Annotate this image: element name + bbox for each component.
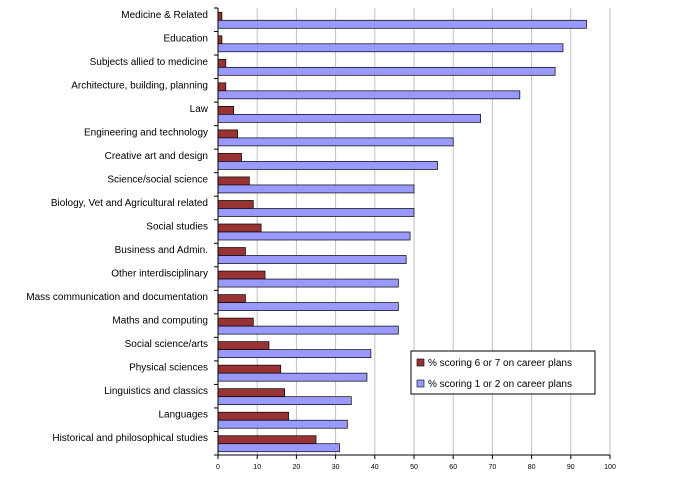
bar-series-1-2 <box>217 58 227 68</box>
bar-series-2-5 <box>217 137 454 147</box>
x-tick-label-80: 80 <box>528 464 536 471</box>
x-tick-label-40: 40 <box>371 464 379 471</box>
bar-series-2-17 <box>217 419 348 429</box>
bar-series-2-1 <box>217 43 564 53</box>
bar-series-2-7 <box>217 184 415 194</box>
bar-series-2-9 <box>217 231 411 241</box>
legend-swatch-series-1 <box>416 358 425 367</box>
category-label-1: Education <box>164 33 208 44</box>
x-tick-label-30: 30 <box>332 464 340 471</box>
category-label-17: Languages <box>159 410 209 421</box>
bar-series-2-10 <box>217 255 407 264</box>
x-tick-label-90: 90 <box>567 464 575 471</box>
bar-series-1-1 <box>217 35 223 45</box>
bar-series-2-6 <box>217 161 438 170</box>
category-label-3: Architecture, building, planning <box>71 80 208 91</box>
x-tick-labels: 0 10 20 30 40 50 60 70 80 90 100 <box>216 464 616 471</box>
x-tick-label-0: 0 <box>216 464 220 471</box>
x-tick-label-70: 70 <box>489 464 497 471</box>
category-label-6: Creative art and design <box>105 151 208 162</box>
bar-series-1-6 <box>217 153 242 162</box>
category-label-2: Subjects allied to medicine <box>90 57 209 68</box>
bar-series-2-3 <box>217 90 521 100</box>
gridlines <box>256 8 611 455</box>
category-label-8: Biology, Vet and Agricultural related <box>51 198 208 209</box>
bar-series-2-12 <box>217 302 399 311</box>
bar-series-2-15 <box>217 372 368 382</box>
bar-series-2-8 <box>217 208 415 217</box>
bar-series-2-0 <box>217 19 587 29</box>
category-label-9: Social studies <box>146 222 208 233</box>
bar-series-2-11 <box>217 278 399 288</box>
bar-series-1-11 <box>217 270 266 280</box>
bar-series-1-13 <box>217 317 254 327</box>
bar-series-1-3 <box>217 82 227 92</box>
bar-series-2-13 <box>217 325 399 335</box>
x-tick-label-50: 50 <box>410 464 418 471</box>
bar-series-1-12 <box>217 294 246 303</box>
category-label-4: Law <box>190 104 209 115</box>
bar-series-1-16 <box>217 388 285 398</box>
category-labels: Medicine & Related Education Subjects alli… <box>26 10 209 444</box>
legend-swatch-series-2 <box>416 379 425 388</box>
bar-series-1-0 <box>217 11 223 21</box>
x-tick-label-10: 10 <box>253 464 261 471</box>
bar-series-1-18 <box>217 435 317 445</box>
category-label-11: Other interdisciplinary <box>111 269 208 280</box>
legend[interactable]: % scoring 6 or 7 on career plans % scori… <box>410 350 596 395</box>
category-label-12: Mass communication and documentation <box>26 292 208 303</box>
bar-series-1-14 <box>217 341 270 350</box>
bar-series-1-8 <box>217 200 254 209</box>
bars <box>217 11 587 453</box>
x-tick-label-20: 20 <box>293 464 301 471</box>
category-label-7: Science/social science <box>107 174 208 185</box>
bar-series-1-9 <box>217 223 262 233</box>
bar-series-2-18 <box>217 443 340 453</box>
legend-label-series-2: % scoring 1 or 2 on career plans <box>428 379 572 390</box>
category-label-15: Physical sciences <box>129 363 208 374</box>
bar-series-1-4 <box>217 106 235 115</box>
bar-series-2-4 <box>217 114 481 123</box>
bar-series-1-17 <box>217 411 289 421</box>
legend-label-series-1: % scoring 6 or 7 on career plans <box>428 358 572 369</box>
category-label-18: Historical and philosophical studies <box>52 433 208 444</box>
category-label-16: Linguistics and classics <box>104 386 208 397</box>
bar-series-2-16 <box>217 396 352 406</box>
category-label-5: Engineering and technology <box>84 127 208 138</box>
bar-series-1-10 <box>217 247 246 256</box>
category-label-13: Maths and computing <box>112 316 208 327</box>
bar-series-2-2 <box>217 66 556 76</box>
bar-series-1-15 <box>217 364 282 374</box>
category-label-0: Medicine & Related <box>121 10 208 21</box>
bar-series-2-14 <box>217 349 372 358</box>
axes <box>214 7 611 459</box>
legend-box <box>410 350 596 395</box>
category-label-10: Business and Admin. <box>115 245 208 256</box>
category-label-14: Social science/arts <box>125 339 208 350</box>
x-tick-label-60: 60 <box>449 464 457 471</box>
bar-series-1-5 <box>217 129 238 139</box>
x-tick-label-100: 100 <box>604 464 616 471</box>
bar-series-1-7 <box>217 176 250 186</box>
